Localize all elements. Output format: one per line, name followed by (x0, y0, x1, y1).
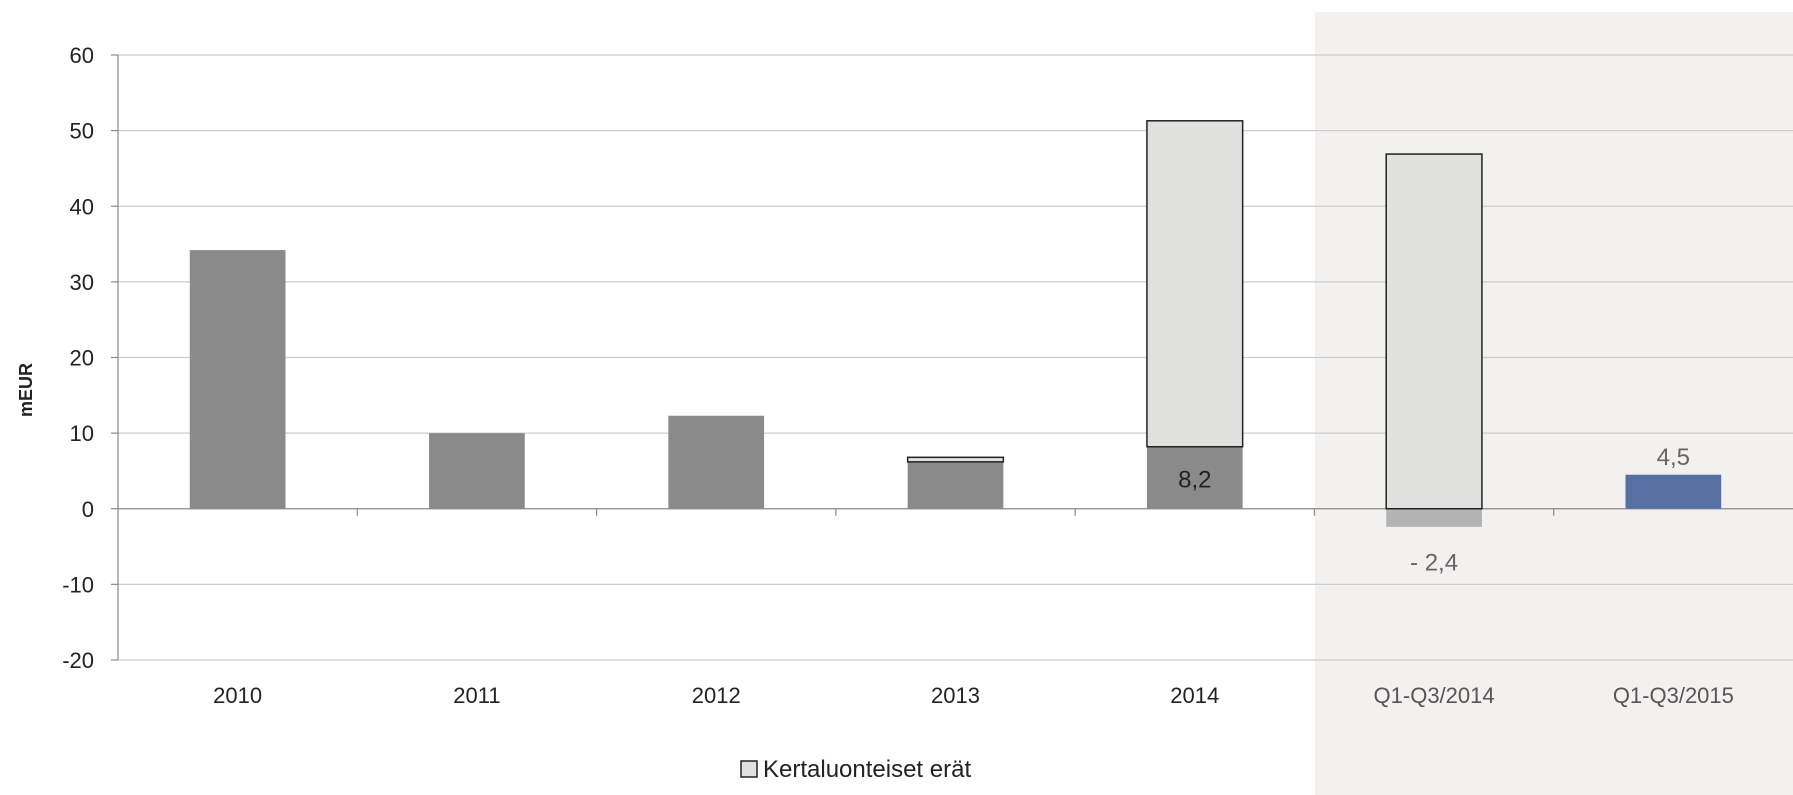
bar-base-2011 (429, 433, 525, 509)
bar-base-Q1-Q3/2014 (1386, 508, 1482, 527)
bar-one-off-Q1-Q3/2014 (1385, 153, 1483, 510)
axes: -20 -10 0 10 20 30 40 50 60 (62, 43, 1793, 673)
data-label: 8,2 (1178, 467, 1211, 494)
x-tick-label: 2014 (1170, 683, 1219, 708)
bar-one-off-2013 (906, 456, 1005, 463)
bar-base-2014 (1146, 446, 1243, 509)
x-tick-label: Q1-Q3/2014 (1374, 683, 1495, 708)
x-tick-label: 2013 (931, 683, 980, 708)
bars (189, 120, 1722, 527)
y-tick-label: 20 (70, 346, 94, 371)
legend-swatch (740, 760, 758, 778)
x-tick-label: 2010 (213, 683, 262, 708)
labels: 2010 2011 2012 2013 2014 Q1-Q3/2014 Q1-Q3/2015… (213, 444, 1734, 708)
legend-label: Kertaluonteiset erät (763, 756, 971, 783)
bar-base-2010 (189, 250, 286, 509)
bar-base-2013 (907, 461, 1004, 509)
bar-base-Q1-Q3/2015 (1625, 474, 1722, 509)
y-tick-label: 60 (70, 43, 94, 68)
y-tick-label: 40 (70, 194, 94, 219)
data-label: 4,5 (1657, 444, 1690, 471)
bar-base-2012 (668, 415, 765, 509)
y-tick-label: 50 (70, 119, 94, 144)
x-tick-label: 2011 (453, 683, 500, 708)
data-label: - 2,4 (1410, 550, 1458, 577)
bar-one-off-2014 (1146, 120, 1244, 448)
y-axis-title: mEUR (16, 363, 36, 417)
x-tick-label: Q1-Q3/2015 (1613, 683, 1734, 708)
y-tick-label: -10 (62, 572, 94, 597)
y-tick-label: 30 (70, 270, 94, 295)
y-tick-label: 10 (70, 421, 94, 446)
gridlines (118, 54, 1793, 661)
x-tick-label: 2012 (692, 683, 741, 708)
y-tick-label: -20 (62, 648, 94, 673)
y-tick-label: 0 (82, 497, 94, 522)
legend: Kertaluonteiset erät (740, 756, 971, 783)
